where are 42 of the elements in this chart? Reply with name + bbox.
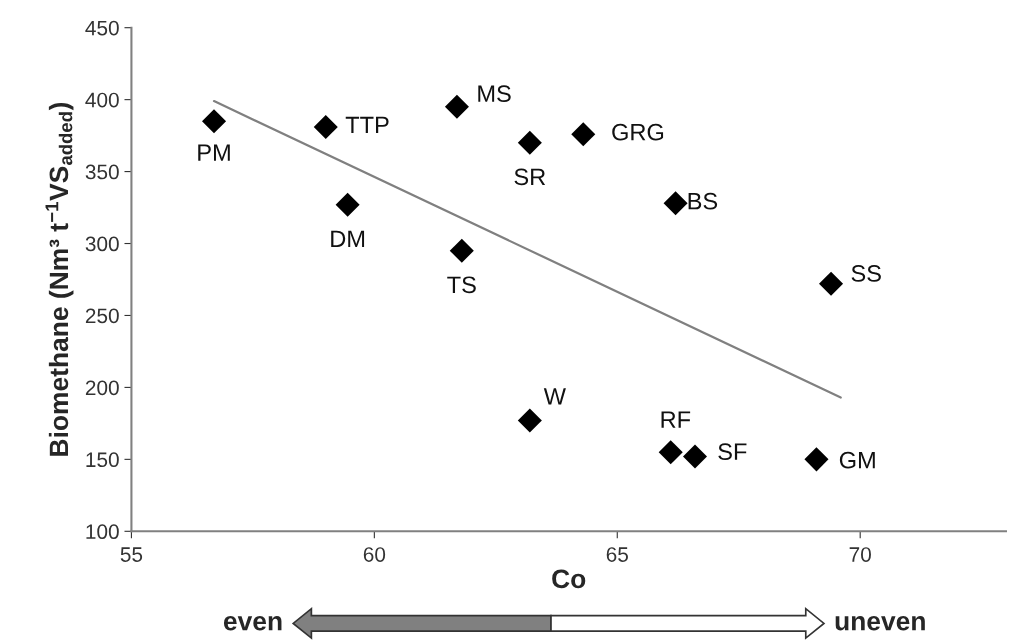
y-tick-label: 350 <box>85 164 119 180</box>
annotation: W <box>543 388 566 405</box>
annotation: SF <box>718 443 747 461</box>
y-tick-label: 150 <box>86 452 119 468</box>
annotation: TTP <box>345 116 389 134</box>
y-tick-label: 200 <box>85 380 119 396</box>
y-tick-label: 450 <box>85 20 119 36</box>
y-tick-label: 400 <box>85 92 119 108</box>
annotation: DM <box>331 230 365 247</box>
y-tick-label: 300 <box>85 236 119 252</box>
point <box>313 114 338 139</box>
annotation: PM <box>198 144 230 161</box>
x-axis-title: Co <box>552 569 586 589</box>
annotation: SR <box>514 168 546 186</box>
text: uneven <box>835 616 925 631</box>
annotation: TS <box>447 276 476 294</box>
point <box>444 94 469 119</box>
y-axis-title: Biomethane (Nm³ t$^{−1}$VS$_{added}$) <box>45 102 74 456</box>
y-tick-label: 250 <box>85 308 119 324</box>
point <box>682 444 708 469</box>
point <box>449 238 474 263</box>
point <box>663 191 688 216</box>
point <box>819 271 844 296</box>
point <box>571 122 596 147</box>
y-tick-label: 100 <box>86 524 119 540</box>
x-tick-label: 55 <box>120 547 143 562</box>
point <box>658 440 683 465</box>
x-tick-label: 70 <box>849 547 871 562</box>
x-tick-label: 60 <box>363 547 386 562</box>
point <box>517 408 542 433</box>
point <box>335 192 360 217</box>
annotation: GM <box>839 451 875 469</box>
x-tick-label: 65 <box>606 547 628 562</box>
annotation: GRG <box>612 123 664 141</box>
point <box>804 447 829 472</box>
text: even <box>223 616 282 631</box>
annotation: BS <box>688 192 718 210</box>
annotation: RF <box>661 411 691 428</box>
point <box>202 109 227 134</box>
point <box>517 130 542 155</box>
annotation: SS <box>851 265 881 282</box>
annotation: MS <box>478 85 511 103</box>
